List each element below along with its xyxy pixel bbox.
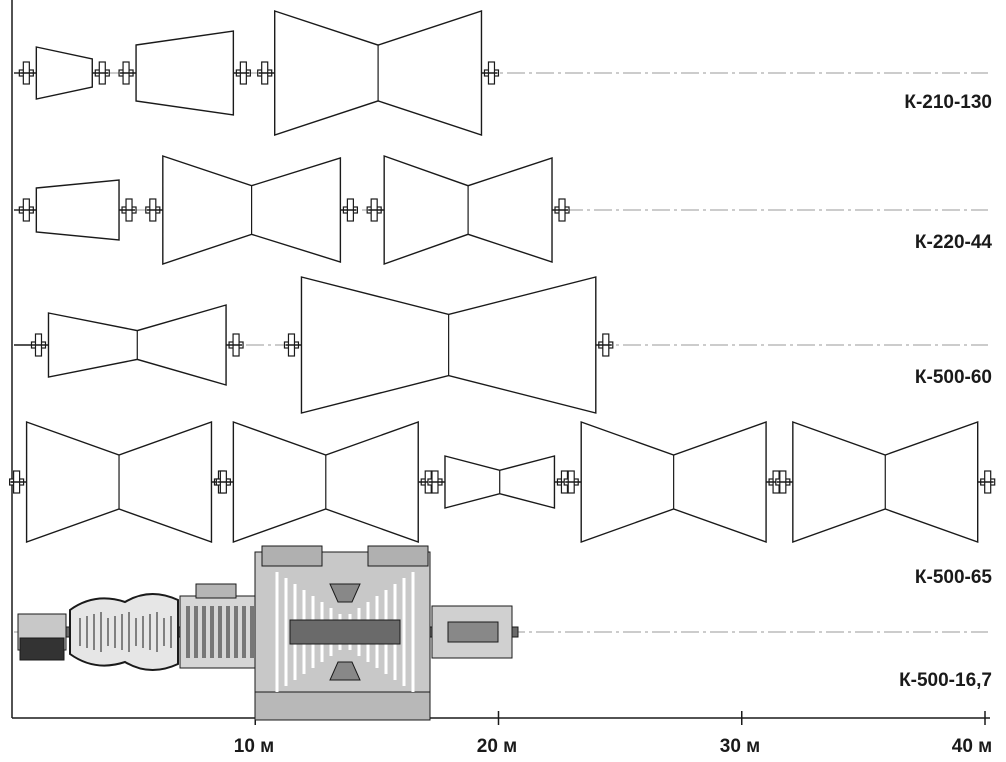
turbine-label-k500-60: К-500-60 [914,367,992,388]
turbine-label-k500-65: К-500-65 [914,567,992,588]
single-flow-cylinder [135,30,235,116]
turbine-label-k220: К-220-44 [914,232,992,253]
x-tick-label-20: 20 м [476,736,518,757]
x-tick-label-40: 40 м [951,736,993,757]
turbine-row [14,10,988,136]
turbine-label-k210: К-210-130 [904,92,992,113]
turbine-row [14,276,988,414]
x-tick-label-10: 10 м [233,736,275,757]
turbine-label-k500-16-7: К-500-16,7 [899,670,992,691]
single-flow-cylinder [35,179,120,241]
x-tick-label-30: 30 м [719,736,761,757]
single-flow-cylinder [35,46,93,100]
turbine-row [8,421,996,543]
cutaway-section-drawing [17,545,519,721]
turbine-row [14,155,988,265]
